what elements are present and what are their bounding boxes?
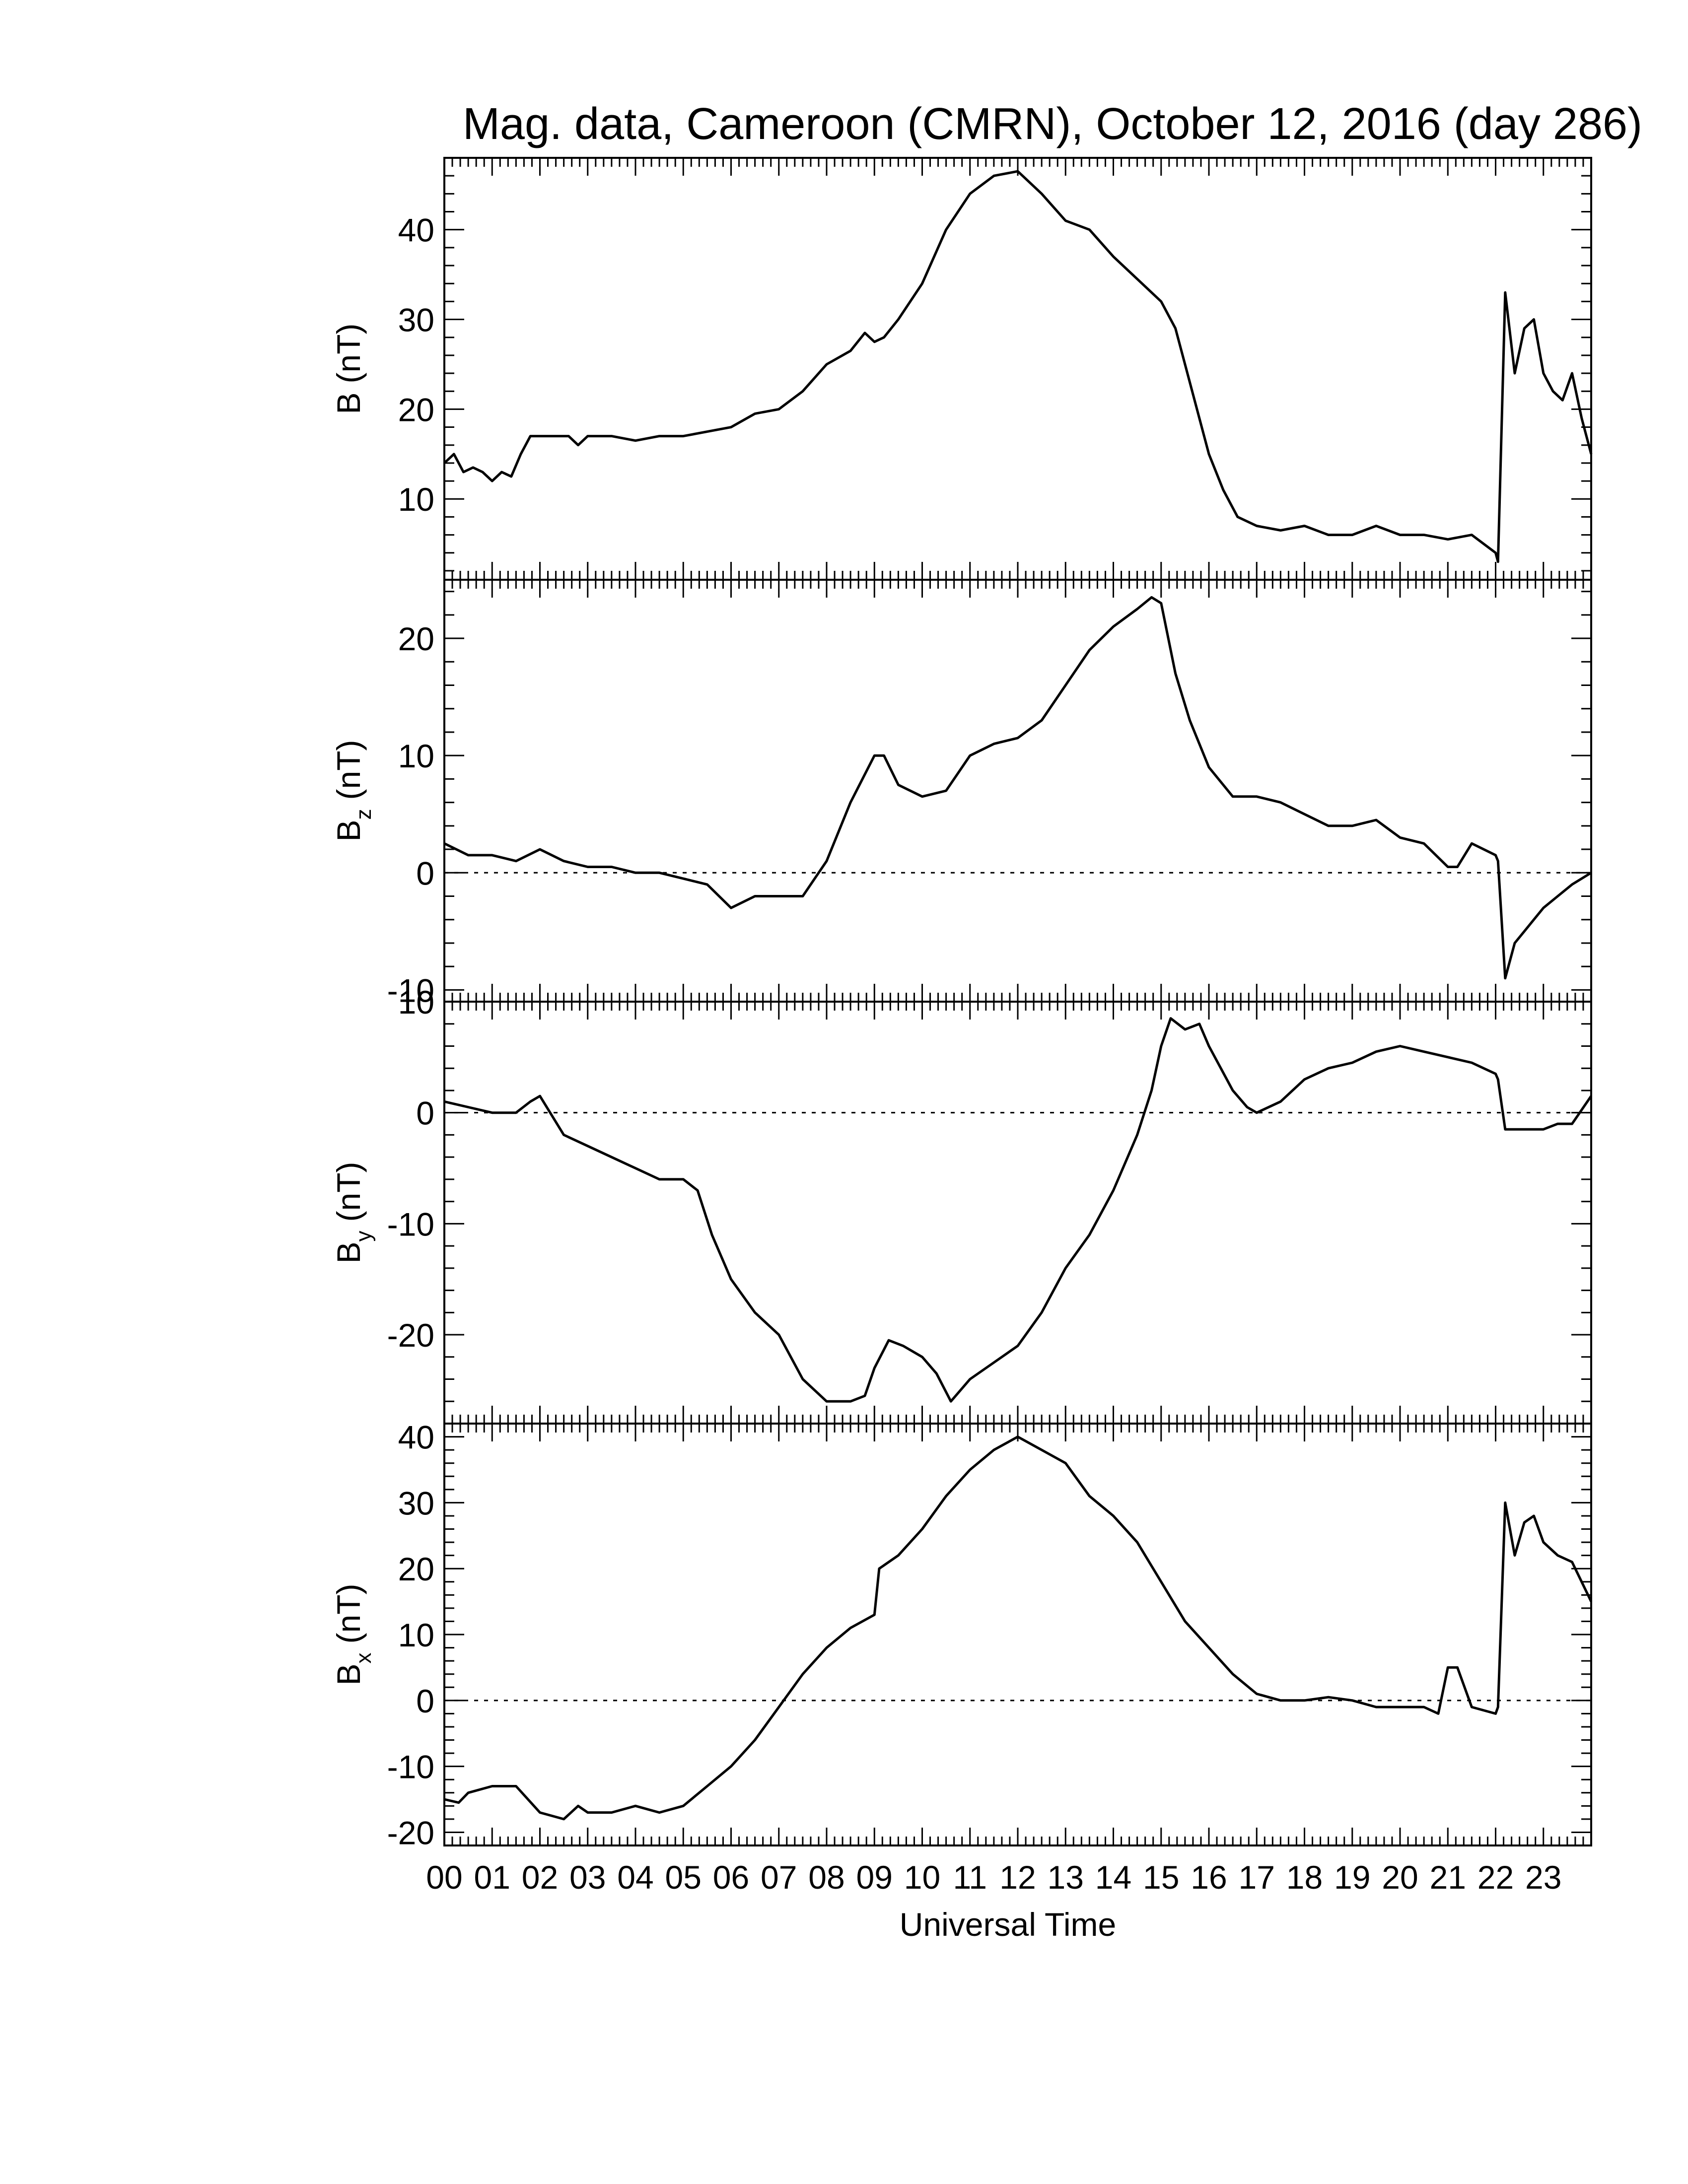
y-axis-label: B (nT) [330,323,367,414]
series-line-by [444,1017,1593,1403]
x-tick-label: 10 [904,1859,940,1896]
x-tick-label: 14 [1095,1859,1131,1896]
y-tick-label: 40 [398,1419,434,1456]
y-tick-label: 0 [416,1095,434,1132]
y-axis-label: Bz (nT) [330,740,376,841]
y-axis-label: By (nT) [330,1161,376,1263]
panel-frame [443,1001,1592,1425]
y-axis-label-main: B [330,819,367,841]
y-tick-label: 30 [398,302,434,339]
y-tick-label: 10 [398,984,434,1021]
x-tick-label: 07 [761,1859,797,1896]
y-axis-label-main: B [330,392,367,414]
y-axis-label-unit: (nT) [330,323,367,383]
x-tick-label: 04 [617,1859,653,1896]
y-axis-label-unit: (nT) [330,1583,367,1643]
y-tick-label: -20 [387,1814,434,1851]
x-axis-tick-labels: 00 01 02 03 04 05 06 07 08 09 10 11 12 13 14 15 16 17 18 19… [426,1859,1561,1896]
series-line-b [443,170,1593,563]
x-tick-label: 23 [1525,1859,1561,1896]
x-tick-label: 01 [474,1859,510,1896]
x-tick-label: 02 [522,1859,558,1896]
y-axis-label-unit: (nT) [330,1161,367,1222]
x-tick-label: 09 [856,1859,893,1896]
y-tick-label: 40 [398,212,434,249]
x-tick-label: 17 [1239,1859,1275,1896]
y-axis-label-main: B [330,1663,367,1685]
y-axis-label-main: B [330,1241,367,1263]
x-tick-label: 18 [1286,1859,1323,1896]
x-tick-label: 05 [665,1859,702,1896]
y-tick-label: -10 [387,1749,434,1785]
y-tick-label: -10 [387,972,434,1009]
x-tick-label: 00 [426,1859,462,1896]
y-tick-label: -20 [387,1317,434,1354]
y-tick-label: 20 [398,1551,434,1587]
x-tick-label: 20 [1382,1859,1418,1896]
y-tick-label: 20 [398,391,434,428]
x-tick-label: 15 [1143,1859,1179,1896]
panel-frame [443,1423,1592,1846]
x-tick-label: 22 [1477,1859,1514,1896]
y-axis-label-subscript: z [352,809,376,819]
y-tick-label: 20 [398,620,434,657]
y-tick-label: 10 [398,738,434,774]
panel-frame [443,579,1592,1003]
x-tick-label: 21 [1430,1859,1466,1896]
y-axis-label-unit: (nT) [330,740,367,800]
series-line-bx [444,1435,1593,1821]
series-line-bz [443,596,1592,980]
panels: 10 20 30 40 B (nT) -10 0 10 20 Bz (nT) -20 -10 0 10 By (n… [330,157,1593,1851]
y-tick-label: 10 [398,481,434,518]
x-tick-label: 13 [1048,1859,1084,1896]
x-tick-label: 08 [808,1859,844,1896]
chart-title: Mag. data, Cameroon (CMRN), October 12, … [463,99,1642,149]
y-axis-label: Bx (nT) [330,1583,376,1685]
x-axis-label: Universal Time [900,1906,1116,1943]
y-tick-label: 0 [416,1683,434,1719]
y-tick-label: 0 [416,855,434,891]
panel-frame [443,157,1592,581]
panel-b: 10 20 30 40 B (nT) [330,157,1593,581]
y-axis-label-subscript: x [352,1652,376,1663]
y-tick-label: 30 [398,1485,434,1521]
y-tick-label: -10 [387,1206,434,1242]
panel-by: -20 -10 0 10 By (nT) [330,984,1593,1425]
panel-bx: -20 -10 0 10 20 30 40 Bx (nT) [330,1419,1593,1851]
x-tick-label: 03 [569,1859,606,1896]
x-tick-label: 16 [1191,1859,1227,1896]
x-tick-label: 12 [999,1859,1036,1896]
x-tick-label: 06 [713,1859,749,1896]
x-tick-label: 19 [1334,1859,1370,1896]
y-axis-label-subscript: y [352,1230,376,1241]
panel-bz: -10 0 10 20 Bz (nT) [330,579,1592,1009]
y-tick-label: 10 [398,1617,434,1653]
x-tick-label: 11 [953,1859,987,1896]
